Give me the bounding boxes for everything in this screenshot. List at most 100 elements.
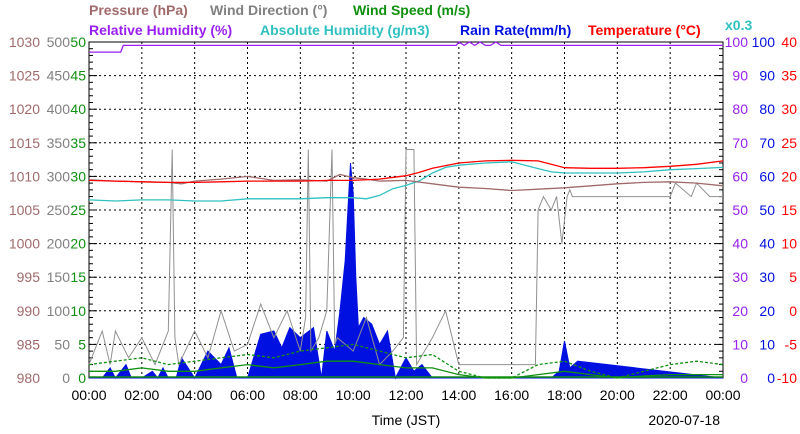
x-tick-label: 08:00 bbox=[283, 387, 318, 403]
humidity-tick-label: 80 bbox=[732, 101, 748, 117]
pressure-tick-label: 1015 bbox=[9, 135, 40, 151]
wind-direction-tick-label: 250 bbox=[47, 202, 71, 218]
rain-tick-label: 100 bbox=[752, 34, 776, 50]
pressure-tick-label: 1030 bbox=[9, 34, 40, 50]
legend: Pressure (hPa) Wind Direction (°) Wind Spe… bbox=[89, 2, 752, 38]
legend-item: Wind Direction (°) bbox=[210, 2, 327, 18]
wind-speed-tick-label: 0 bbox=[78, 370, 86, 386]
legend-item: Rain Rate(mm/h) bbox=[460, 22, 571, 38]
series-wind-speed-mean-line bbox=[89, 360, 723, 379]
rain-tick-label: 90 bbox=[759, 68, 775, 84]
legend-item: Pressure (hPa) bbox=[89, 2, 188, 18]
rain-tick-label: 60 bbox=[759, 168, 775, 184]
humidity-tick-label: 90 bbox=[732, 68, 748, 84]
pressure-tick-label: 1005 bbox=[9, 202, 40, 218]
legend-item: Relative Humidity (%) bbox=[89, 22, 232, 38]
rain-tick-label: 20 bbox=[759, 303, 775, 319]
x-tick-label: 00:00 bbox=[705, 387, 740, 403]
wind-speed-tick-label: 20 bbox=[70, 236, 86, 252]
grid bbox=[88, 41, 724, 379]
temperature-tick-label: 40 bbox=[781, 34, 797, 50]
series-temperature-line bbox=[88, 159, 724, 184]
wind-speed-tick-label: 25 bbox=[70, 202, 86, 218]
wind-direction-tick-label: 50 bbox=[54, 336, 70, 352]
x-tick-label: 22:00 bbox=[653, 387, 688, 403]
wind-direction-tick-label: 500 bbox=[47, 34, 71, 50]
temperature-tick-label: 0 bbox=[789, 303, 797, 319]
wind-direction-tick-label: 100 bbox=[47, 303, 71, 319]
wind-speed-tick-label: 50 bbox=[70, 34, 86, 50]
wind-speed-tick-label: 30 bbox=[70, 168, 86, 184]
rain-tick-label: 70 bbox=[759, 135, 775, 151]
wind-direction-tick-label: 300 bbox=[47, 168, 71, 184]
temperature-tick-label: 10 bbox=[781, 236, 797, 252]
humidity-tick-label: 20 bbox=[732, 303, 748, 319]
humidity-tick-label: 0 bbox=[740, 370, 748, 386]
x-tick-label: 04:00 bbox=[177, 387, 212, 403]
wind-speed-tick-label: 40 bbox=[70, 101, 86, 117]
x-tick-label: 10:00 bbox=[336, 387, 371, 403]
rain-tick-label: 50 bbox=[759, 202, 775, 218]
wind-direction-tick-label: 0 bbox=[62, 370, 70, 386]
wind-direction-tick-label: 350 bbox=[47, 135, 71, 151]
legend-item: x0.3 bbox=[725, 17, 752, 33]
pressure-tick-label: 985 bbox=[17, 336, 41, 352]
humidity-tick-label: 50 bbox=[732, 202, 748, 218]
series-absolute-humidity-line bbox=[88, 161, 724, 202]
wind-speed-tick-label: 45 bbox=[70, 68, 86, 84]
series-rain-rate-area bbox=[89, 162, 724, 380]
pressure-tick-label: 1020 bbox=[9, 101, 40, 117]
humidity-tick-label: 100 bbox=[725, 34, 749, 50]
humidity-tick-label: 10 bbox=[732, 336, 748, 352]
temperature-tick-label: 30 bbox=[781, 101, 797, 117]
wind-speed-tick-label: 5 bbox=[78, 336, 86, 352]
pressure-tick-label: 1025 bbox=[9, 68, 40, 84]
temperature-tick-label: 20 bbox=[781, 168, 797, 184]
pressure-tick-label: 1000 bbox=[9, 236, 40, 252]
humidity-tick-label: 40 bbox=[732, 236, 748, 252]
rain-tick-label: 10 bbox=[759, 336, 775, 352]
pressure-tick-label: 1010 bbox=[9, 168, 40, 184]
pressure-tick-label: 980 bbox=[17, 370, 41, 386]
x-tick-label: 12:00 bbox=[388, 387, 423, 403]
rain-tick-label: 0 bbox=[767, 370, 775, 386]
pressure-tick-label: 990 bbox=[17, 303, 41, 319]
legend-item: Wind Speed (m/s) bbox=[353, 2, 470, 18]
legend-item: Absolute Humidity (g/m3) bbox=[260, 22, 430, 38]
x-tick-label: 20:00 bbox=[600, 387, 635, 403]
temperature-tick-label: 35 bbox=[781, 68, 797, 84]
x-tick-label: 18:00 bbox=[547, 387, 582, 403]
rain-tick-label: 30 bbox=[759, 269, 775, 285]
temperature-tick-label: -5 bbox=[785, 336, 798, 352]
temperature-tick-label: 25 bbox=[781, 135, 797, 151]
wind-direction-tick-label: 150 bbox=[47, 269, 71, 285]
rain-tick-label: 40 bbox=[759, 236, 775, 252]
x-tick-label: 00:00 bbox=[71, 387, 106, 403]
series-wind-direction-line bbox=[88, 149, 723, 367]
wind-direction-tick-label: 400 bbox=[47, 101, 71, 117]
humidity-tick-label: 60 bbox=[732, 168, 748, 184]
x-tick-label: 06:00 bbox=[230, 387, 265, 403]
x-tick-label: 16:00 bbox=[494, 387, 529, 403]
temperature-tick-label: 15 bbox=[781, 202, 797, 218]
wind-speed-tick-label: 35 bbox=[70, 135, 86, 151]
temperature-tick-label: 5 bbox=[789, 269, 797, 285]
date-label: 2020-07-18 bbox=[648, 412, 720, 428]
humidity-tick-label: 30 bbox=[732, 269, 748, 285]
wind-speed-tick-label: 15 bbox=[70, 269, 86, 285]
wind-direction-tick-label: 200 bbox=[47, 236, 71, 252]
x-tick-label: 02:00 bbox=[124, 387, 159, 403]
wind-speed-tick-label: 10 bbox=[70, 303, 86, 319]
x-tick-label: 14:00 bbox=[441, 387, 476, 403]
temperature-tick-label: -10 bbox=[777, 370, 797, 386]
rain-tick-label: 80 bbox=[759, 101, 775, 117]
humidity-tick-label: 70 bbox=[732, 135, 748, 151]
plot-series bbox=[88, 41, 724, 380]
axes: 1030102510201015101010051000995990985980… bbox=[9, 34, 797, 403]
x-axis-label: Time (JST) bbox=[372, 412, 441, 428]
wind-direction-tick-label: 450 bbox=[47, 68, 71, 84]
series-relative-humidity-line bbox=[89, 41, 723, 53]
legend-item: Temperature (°C) bbox=[588, 22, 701, 38]
pressure-tick-label: 995 bbox=[17, 269, 41, 285]
